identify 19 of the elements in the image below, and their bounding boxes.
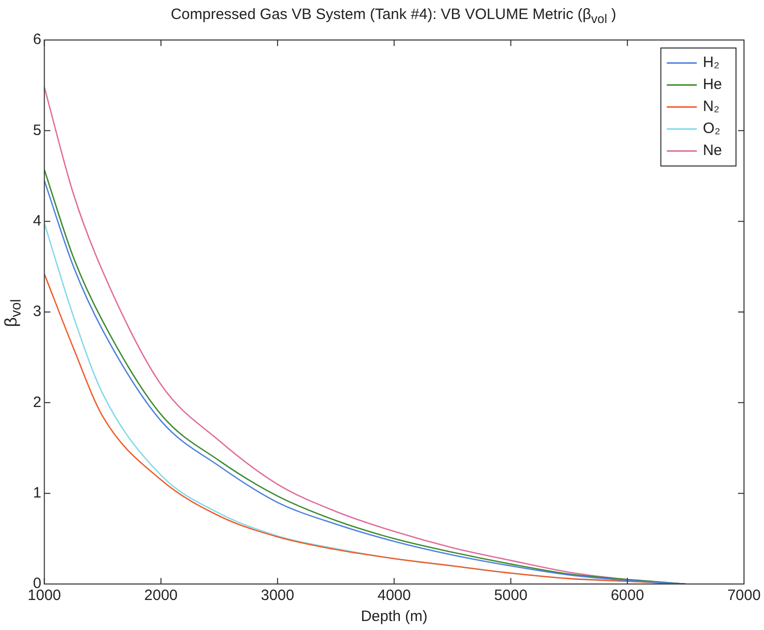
legend-label: Ne	[702, 142, 722, 160]
x-tick-label: 2000	[144, 587, 178, 604]
x-axis-title: Depth (m)	[360, 608, 428, 626]
legend-label: H₂	[702, 54, 720, 72]
legend-label: He	[702, 76, 722, 94]
legend-label: O₂	[702, 120, 720, 138]
y-tick-label: 6	[33, 31, 42, 48]
x-tick-label: 6000	[610, 587, 644, 604]
chart-title: Compressed Gas VB System (Tank #4): VB VOLUME Metric (β$_{vol}$ )	[170, 6, 618, 26]
x-tick-label: 5000	[494, 587, 528, 604]
x-tick-label: 4000	[377, 587, 411, 604]
legend-label: N₂	[702, 98, 720, 116]
y-tick-label: 5	[33, 122, 42, 139]
y-tick-label: 4	[33, 212, 42, 230]
y-tick-label: 3	[33, 303, 42, 320]
x-tick-label: 3000	[260, 587, 294, 604]
y-tick-label: 2	[33, 394, 42, 411]
x-tick-label: 7000	[727, 587, 761, 604]
y-tick-label: 1	[33, 484, 42, 502]
